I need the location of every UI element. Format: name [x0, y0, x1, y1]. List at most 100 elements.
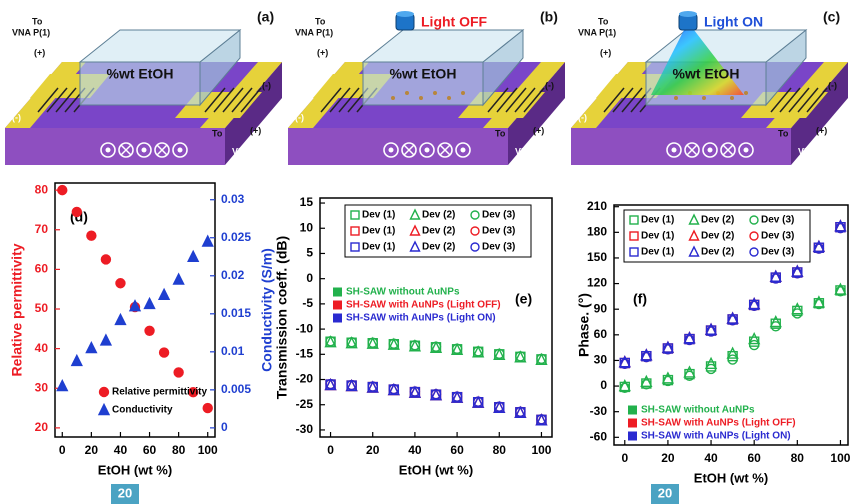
port-label: VNA P(2) — [515, 146, 553, 156]
y-tick-label: -30 — [296, 422, 314, 436]
data-point — [514, 350, 527, 363]
panel-label: (c) — [823, 9, 840, 25]
field-dot — [388, 147, 394, 153]
data-point — [748, 339, 760, 351]
polarity-label: (+) — [34, 47, 45, 57]
legend-label: Dev (1) — [362, 242, 395, 253]
data-point — [835, 286, 846, 297]
y-tick-label: 15 — [300, 195, 314, 209]
liquid-label: %wt EtOH — [390, 66, 457, 82]
legend-label: Conductivity — [112, 405, 173, 416]
x-tick-label: 60 — [748, 451, 762, 465]
y-axis-label: Phase. (°) — [576, 293, 592, 357]
idt-finger — [55, 87, 77, 113]
data-point — [705, 363, 717, 375]
polarity-label: (+) — [250, 125, 261, 135]
data-point — [705, 326, 717, 337]
data-point — [187, 387, 199, 398]
legend-label: Dev (2) — [422, 226, 455, 237]
nanoparticle — [419, 96, 423, 100]
data-point — [792, 308, 803, 319]
electrode-bus — [571, 62, 652, 128]
legend-marker — [629, 231, 639, 241]
data-point — [409, 340, 421, 351]
data-point — [367, 381, 378, 392]
data-point — [388, 383, 400, 395]
y-tick-label: 0 — [306, 271, 313, 285]
data-point — [515, 351, 526, 362]
idt-finger — [514, 87, 536, 113]
light-beam — [651, 30, 744, 95]
data-point — [813, 298, 825, 310]
data-point — [812, 295, 826, 308]
legend-label: Dev (3) — [761, 247, 794, 258]
data-point — [324, 335, 337, 348]
light-label: Light ON — [704, 14, 763, 30]
polarity-label: (-) — [545, 80, 554, 90]
data-point — [641, 379, 652, 390]
field-dot — [105, 147, 111, 153]
idt-finger — [329, 87, 351, 113]
x-tick-label: 20 — [85, 443, 99, 457]
panel-label: (b) — [540, 9, 558, 25]
y-tick-label: 30 — [594, 353, 608, 367]
data-point — [71, 206, 83, 218]
data-point — [536, 414, 547, 425]
y-tick-label: 5 — [306, 246, 313, 260]
data-point — [388, 338, 400, 349]
y2-axis-label: Conductivity (S/m) — [259, 248, 275, 372]
data-point — [494, 401, 505, 412]
field-symbol — [666, 142, 682, 158]
nanoparticle — [405, 91, 409, 95]
port-label: VNA P(2) — [232, 146, 270, 156]
data-point — [812, 239, 826, 253]
substrate-side — [791, 62, 848, 165]
page-number: 20 — [658, 485, 672, 500]
data-point — [494, 348, 505, 360]
group-legend-label: SH-SAW with AuNPs (Light ON) — [346, 313, 496, 324]
x-axis-label: EtOH (wt %) — [399, 462, 473, 477]
data-point — [451, 391, 463, 402]
data-point — [791, 302, 804, 315]
y-tick-label: 180 — [587, 225, 607, 239]
x-tick-label: 80 — [493, 443, 507, 457]
data-point — [748, 332, 761, 345]
data-point — [684, 334, 695, 346]
data-point — [325, 378, 336, 390]
data-point — [387, 383, 400, 396]
data-point — [662, 344, 674, 355]
data-point — [158, 347, 170, 358]
data-point — [408, 385, 422, 398]
electrode-bus — [5, 62, 86, 128]
x-tick-label: 100 — [830, 451, 850, 465]
data-point — [115, 278, 126, 289]
panel-label: (f) — [633, 291, 647, 307]
data-point — [619, 382, 630, 393]
legend-label: Dev (2) — [422, 210, 455, 221]
port-label: VNA P(1) — [295, 27, 333, 37]
data-point — [100, 254, 112, 265]
data-point — [619, 358, 630, 370]
data-point — [493, 400, 506, 413]
data-point — [748, 297, 761, 310]
data-point — [493, 347, 506, 361]
polarity-label: (-) — [12, 112, 21, 122]
legend-label: Dev (1) — [641, 247, 674, 258]
idt-finger — [46, 87, 68, 113]
port-label: To — [495, 128, 506, 138]
nanoparticle — [744, 91, 748, 95]
legend-marker — [409, 208, 421, 220]
y-tick-label: 0 — [600, 378, 607, 392]
page-number: 20 — [118, 485, 132, 500]
idt-finger — [240, 87, 262, 113]
data-point — [99, 333, 113, 346]
data-point — [143, 296, 156, 310]
data-point — [429, 340, 443, 353]
data-point — [430, 341, 442, 352]
data-point — [70, 353, 83, 367]
data-point — [85, 340, 98, 354]
field-symbol — [684, 142, 700, 158]
y-tick-label: -5 — [302, 296, 313, 310]
x-tick-label: 80 — [791, 451, 805, 465]
y-tick-label: -30 — [590, 404, 608, 418]
